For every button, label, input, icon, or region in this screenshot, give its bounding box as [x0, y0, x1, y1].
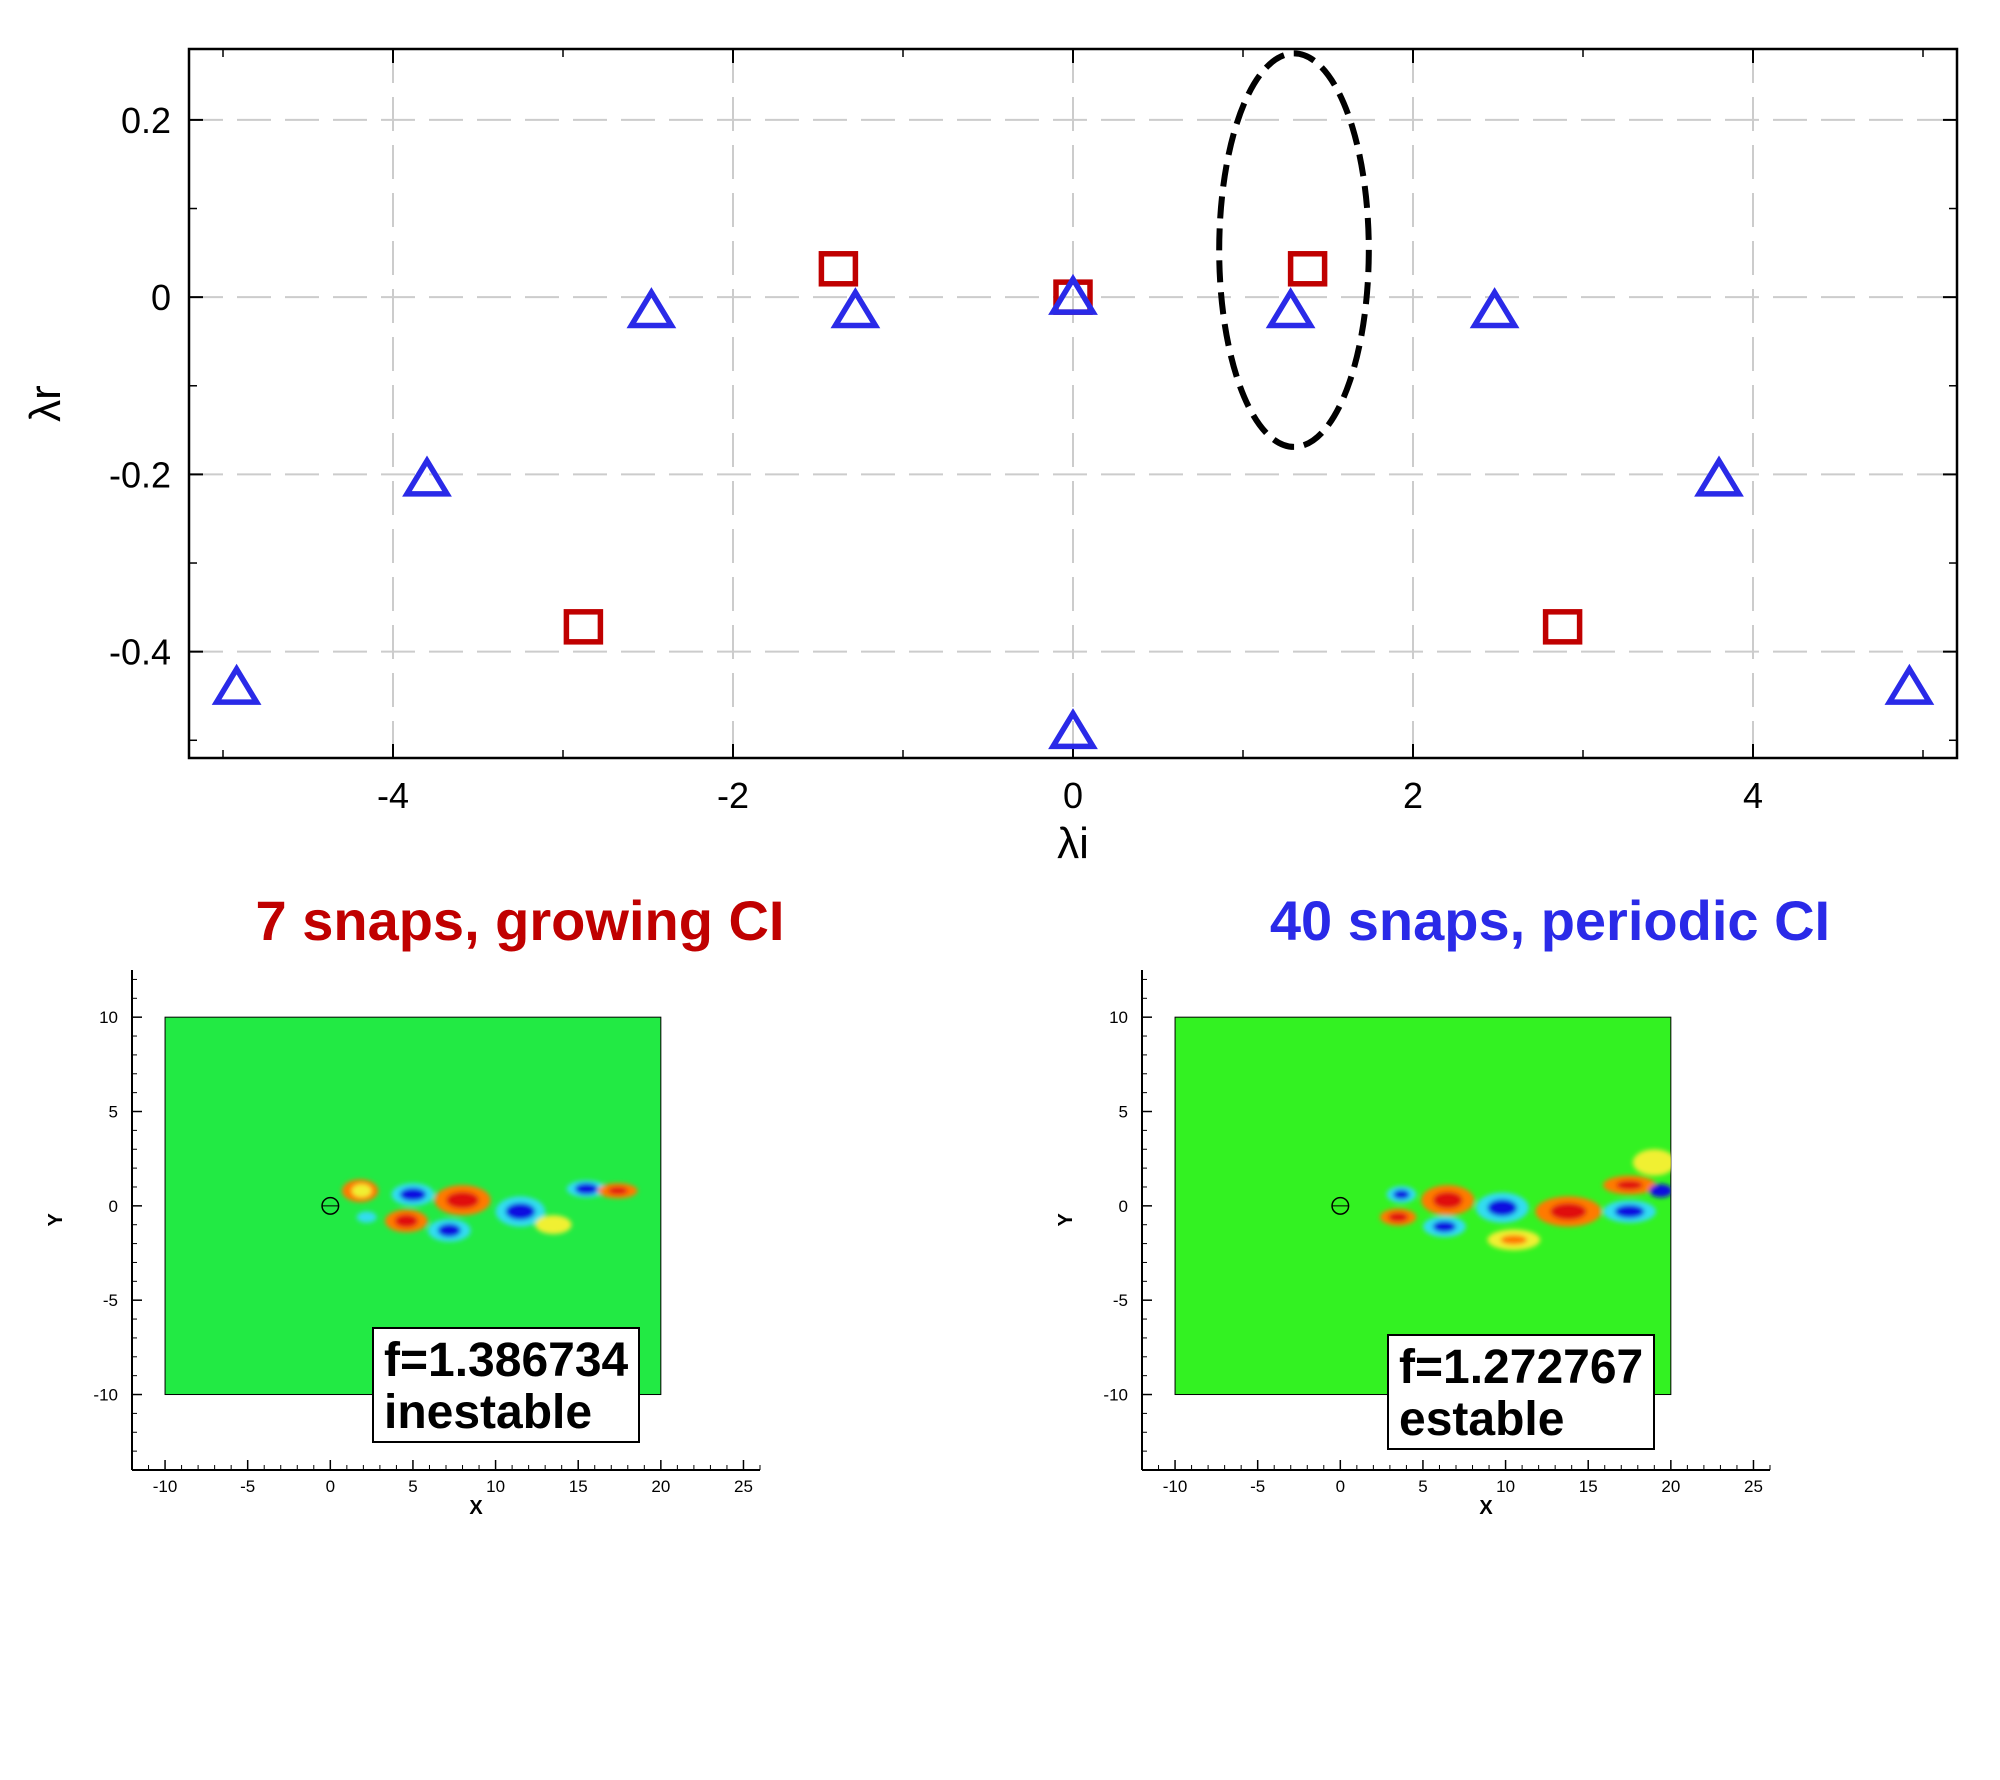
contour-blob	[1614, 1204, 1645, 1219]
x-axis-label: X	[1479, 1497, 1493, 1519]
triangle-marker	[1048, 273, 1098, 315]
contour-blob	[1632, 1149, 1671, 1176]
contour-blob	[356, 1211, 377, 1223]
x-tick-label: 25	[1744, 1477, 1763, 1496]
contour-blob	[1393, 1189, 1410, 1200]
x-tick-label: 25	[734, 1477, 753, 1496]
y-tick-label: 5	[109, 1103, 118, 1122]
x-tick-label: 4	[1743, 775, 1763, 816]
y-axis-label: Y	[1055, 1213, 1077, 1227]
x-tick-label: 20	[1661, 1477, 1680, 1496]
right-frequency-text: f=1.272767	[1399, 1341, 1644, 1394]
contour-blob	[1388, 1212, 1409, 1222]
y-tick-label: -0.2	[109, 454, 171, 495]
vorticity-contours	[341, 1179, 638, 1242]
contour-blob	[446, 1191, 480, 1209]
cylinder-outline	[1331, 1196, 1350, 1215]
grid-lines	[189, 49, 1957, 758]
x-tick-label: 5	[1418, 1477, 1427, 1496]
contour-blob	[437, 1223, 461, 1237]
data-markers	[211, 251, 1935, 750]
triangle-marker	[830, 287, 881, 329]
contour-blob	[1616, 1180, 1643, 1190]
square-marker	[563, 609, 604, 645]
contour-blob	[1500, 1235, 1528, 1245]
y-tick-label: 0.2	[121, 100, 171, 141]
triangle-marker	[626, 287, 677, 329]
x-axis-label: λi	[1057, 819, 1089, 860]
left-frequency-box: f=1.386734 inestable	[372, 1327, 641, 1443]
x-tick-label: 2	[1403, 775, 1423, 816]
x-tick-label: 0	[326, 1477, 335, 1496]
x-tick-label: 15	[1579, 1477, 1598, 1496]
y-tick-label: -10	[93, 1386, 118, 1405]
x-tick-label: 15	[569, 1477, 588, 1496]
x-tick-label: -5	[1250, 1477, 1265, 1496]
contour-blob	[1550, 1203, 1587, 1220]
y-tick-label: -0.4	[109, 632, 171, 673]
x-tick-label: 5	[408, 1477, 417, 1496]
x-tick-label: -4	[377, 775, 409, 816]
x-tick-label: -10	[1163, 1477, 1188, 1496]
x-tick-label: -2	[717, 775, 749, 816]
y-tick-label: 10	[99, 1008, 118, 1027]
triangle-marker	[1048, 708, 1098, 750]
contour-blob	[574, 1183, 599, 1195]
contour-blob	[399, 1187, 427, 1202]
x-tick-label: 10	[486, 1477, 505, 1496]
x-tick-label: -10	[153, 1477, 178, 1496]
contour-blob	[505, 1203, 536, 1220]
y-tick-label: -5	[103, 1291, 118, 1310]
y-tick-label: 10	[1109, 1008, 1128, 1027]
y-tick-label: -10	[1103, 1386, 1128, 1405]
contour-blob	[1432, 1191, 1463, 1209]
contour-blob	[535, 1215, 572, 1235]
contour-blob	[351, 1184, 372, 1198]
contour-blob	[394, 1214, 418, 1228]
y-tick-label: 0	[109, 1197, 118, 1216]
eigenvalue-scatter-plot: -4 -2 0 2 4 0.2 0 -0.2 -0.4 λi λr	[21, 47, 1959, 860]
right-stability-text: estable	[1399, 1393, 1565, 1446]
right-frequency-box: f=1.272767 estable	[1387, 1334, 1656, 1450]
y-tick-label: 0	[151, 277, 171, 318]
triangle-marker	[1265, 287, 1316, 329]
triangle-marker	[1694, 455, 1744, 497]
right-contour-panel: -10 -5 0 5 10 15 20 25 10 5 0 -5 -10 X Y	[1055, 970, 1771, 1519]
y-axis-label: λr	[21, 385, 70, 422]
x-tick-label: 0	[1336, 1477, 1345, 1496]
y-tick-label: 5	[1119, 1103, 1128, 1122]
square-marker	[1542, 609, 1583, 645]
axis-ticks: -4 -2 0 2 4 0.2 0 -0.2 -0.4	[109, 49, 1957, 816]
y-tick-label: 0	[1119, 1197, 1128, 1216]
x-tick-label: -5	[240, 1477, 255, 1496]
contour-blob	[1432, 1220, 1456, 1233]
triangle-marker	[211, 663, 262, 705]
triangle-marker	[1884, 663, 1935, 705]
contour-blob	[607, 1186, 628, 1195]
triangle-marker	[402, 455, 452, 497]
left-panel-title: 7 snaps, growing CI	[255, 889, 785, 952]
vorticity-contours	[1379, 1149, 1671, 1251]
left-frequency-text: f=1.386734	[384, 1334, 629, 1387]
y-axis-label: Y	[45, 1213, 67, 1227]
square-marker	[1287, 251, 1328, 287]
contour-blob	[1649, 1184, 1671, 1198]
contour-blob	[1487, 1199, 1518, 1217]
x-tick-label: 20	[651, 1477, 670, 1496]
square-marker	[818, 251, 859, 287]
x-tick-label: 10	[1496, 1477, 1515, 1496]
dashed-ellipse-annotation	[1216, 50, 1372, 450]
y-tick-label: -5	[1113, 1291, 1128, 1310]
x-axis-label: X	[469, 1497, 483, 1519]
right-panel-title: 40 snaps, periodic CI	[1269, 889, 1831, 952]
x-tick-label: 0	[1063, 775, 1083, 816]
triangle-marker	[1469, 287, 1520, 329]
left-stability-text: inestable	[384, 1386, 593, 1439]
